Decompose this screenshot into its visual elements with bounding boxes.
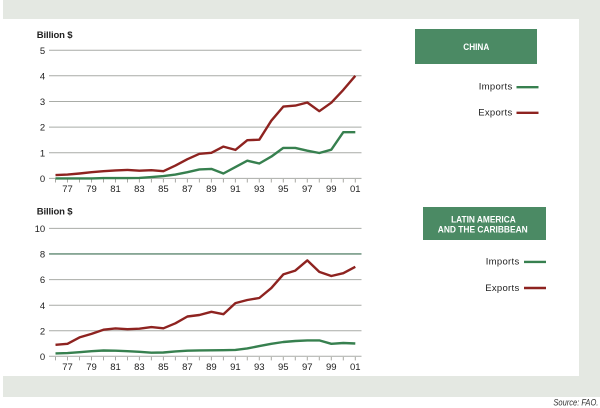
svg-text:0: 0 bbox=[40, 352, 45, 363]
svg-text:83: 83 bbox=[134, 362, 145, 373]
svg-text:LATIN AMERICA: LATIN AMERICA bbox=[451, 214, 516, 224]
svg-text:77: 77 bbox=[62, 362, 73, 373]
svg-text:01: 01 bbox=[350, 362, 361, 373]
svg-text:5: 5 bbox=[40, 46, 45, 57]
svg-text:87: 87 bbox=[182, 184, 193, 195]
svg-text:81: 81 bbox=[110, 362, 121, 373]
svg-text:Imports: Imports bbox=[486, 257, 520, 268]
svg-text:77: 77 bbox=[62, 184, 73, 195]
svg-text:99: 99 bbox=[326, 184, 337, 195]
svg-text:89: 89 bbox=[206, 184, 217, 195]
svg-text:89: 89 bbox=[206, 362, 217, 373]
svg-text:10: 10 bbox=[35, 224, 46, 235]
svg-text:2: 2 bbox=[40, 123, 45, 134]
svg-text:3: 3 bbox=[40, 97, 45, 108]
svg-text:83: 83 bbox=[134, 184, 145, 195]
svg-text:95: 95 bbox=[278, 184, 289, 195]
svg-text:85: 85 bbox=[158, 184, 169, 195]
svg-text:01: 01 bbox=[350, 184, 361, 195]
svg-text:Exports: Exports bbox=[478, 108, 512, 119]
svg-text:4: 4 bbox=[40, 71, 45, 82]
svg-text:99: 99 bbox=[326, 362, 337, 373]
svg-text:6: 6 bbox=[40, 275, 45, 286]
svg-text:Source: FAO.: Source: FAO. bbox=[553, 398, 598, 408]
svg-text:95: 95 bbox=[278, 362, 289, 373]
svg-text:97: 97 bbox=[302, 184, 313, 195]
svg-text:91: 91 bbox=[230, 184, 241, 195]
svg-text:4: 4 bbox=[40, 301, 45, 312]
svg-text:79: 79 bbox=[86, 184, 97, 195]
svg-text:Billion $: Billion $ bbox=[37, 207, 73, 218]
svg-text:93: 93 bbox=[254, 184, 265, 195]
svg-text:85: 85 bbox=[158, 362, 169, 373]
svg-text:2: 2 bbox=[40, 326, 45, 337]
svg-text:AND THE CARIBBEAN: AND THE CARIBBEAN bbox=[438, 225, 528, 235]
svg-text:Billion $: Billion $ bbox=[37, 30, 73, 41]
svg-text:Exports: Exports bbox=[485, 283, 519, 294]
svg-text:87: 87 bbox=[182, 362, 193, 373]
svg-text:81: 81 bbox=[110, 184, 121, 195]
svg-text:97: 97 bbox=[302, 362, 313, 373]
svg-text:1: 1 bbox=[40, 148, 45, 159]
svg-text:79: 79 bbox=[86, 362, 97, 373]
svg-text:Imports: Imports bbox=[479, 82, 513, 93]
svg-text:93: 93 bbox=[254, 362, 265, 373]
svg-text:8: 8 bbox=[40, 250, 45, 261]
svg-text:CHINA: CHINA bbox=[463, 42, 489, 52]
svg-text:91: 91 bbox=[230, 362, 241, 373]
svg-text:0: 0 bbox=[40, 174, 45, 185]
